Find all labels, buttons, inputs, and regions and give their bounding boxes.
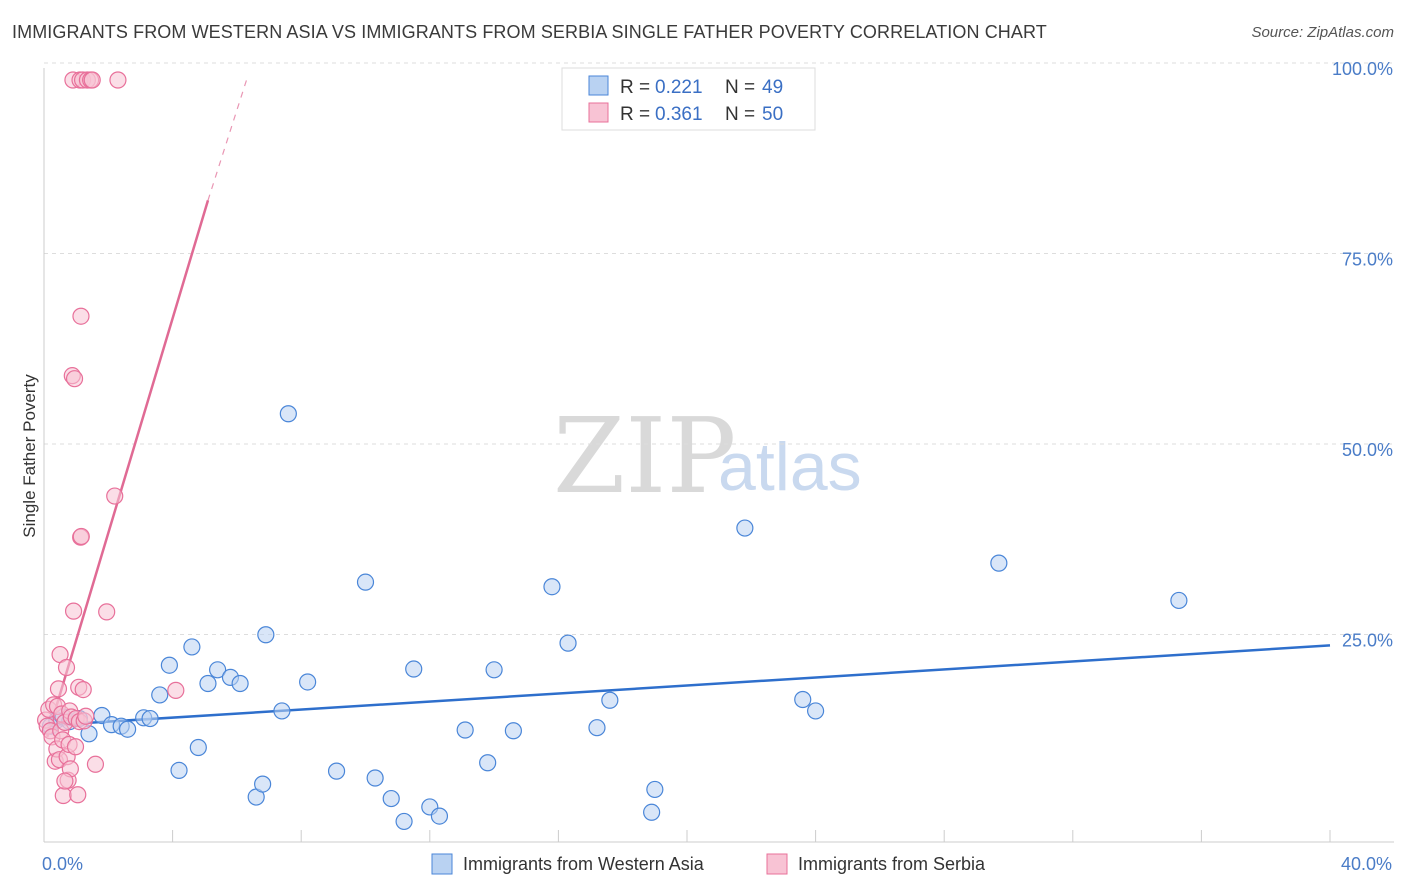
stats-legend-r-value-pink: 0.361 xyxy=(655,104,703,125)
stats-legend-n-value-pink: 50 xyxy=(762,104,783,125)
serbia-point-39 xyxy=(77,707,95,725)
western-asia-point-27 xyxy=(327,762,346,780)
trend-lines xyxy=(46,79,1331,738)
y-tick-label-25: 25.0% xyxy=(1342,631,1393,651)
stats-legend-r-value-blue: 0.221 xyxy=(655,77,703,98)
western-asia-point-13 xyxy=(160,656,178,674)
western-asia-point-43 xyxy=(643,803,661,821)
western-asia-point-31 xyxy=(395,812,413,831)
western-asia-point-41 xyxy=(588,719,606,737)
x-axis-ticks xyxy=(172,830,1331,842)
western-asia-point-32 xyxy=(405,660,423,678)
y-axis-label: Single Father Poverty xyxy=(20,374,39,538)
x-tick-label-max: 40.0% xyxy=(1341,854,1392,874)
series-serbia-points xyxy=(37,71,185,805)
serbia-point-27 xyxy=(65,370,84,388)
western-asia-point-25 xyxy=(279,405,297,423)
stats-legend-n-label-blue: N = xyxy=(725,77,760,98)
western-asia-point-23 xyxy=(257,626,275,644)
trend-line-western-asia xyxy=(47,644,1331,727)
serbia-point-37 xyxy=(74,680,92,699)
western-asia-point-38 xyxy=(504,722,522,740)
western-asia-point-28 xyxy=(356,573,375,591)
stats-legend-r-label-pink: R = xyxy=(620,104,655,125)
western-asia-point-18 xyxy=(209,661,227,679)
western-asia-point-14 xyxy=(170,761,188,779)
trend-line-serbia xyxy=(46,200,210,738)
serbia-point-43 xyxy=(83,71,101,89)
western-asia-point-17 xyxy=(199,674,217,693)
stats-legend-n-label-pink: N = xyxy=(725,104,760,125)
watermark-zip: ZIP xyxy=(553,395,736,517)
western-asia-point-40 xyxy=(559,634,577,652)
serbia-point-47 xyxy=(109,71,127,89)
western-asia-point-42 xyxy=(601,691,619,709)
serbia-point-26 xyxy=(64,602,83,620)
serbia-point-15 xyxy=(54,786,72,805)
western-asia-point-47 xyxy=(806,702,825,720)
western-asia-point-39 xyxy=(543,578,561,596)
stats-legend-n-value-blue: 49 xyxy=(762,77,783,98)
source-credit: Source: ZipAtlas.com xyxy=(1251,24,1394,41)
western-asia-point-20 xyxy=(231,674,249,693)
serbia-point-28 xyxy=(66,738,85,756)
western-asia-point-36 xyxy=(479,754,497,772)
stats-legend-swatch-pink xyxy=(588,102,609,123)
serbia-point-48 xyxy=(167,681,185,699)
stats-legend-r-label-blue: R = xyxy=(620,77,655,98)
western-asia-point-22 xyxy=(254,775,272,793)
western-asia-point-15 xyxy=(183,638,201,656)
serbia-point-44 xyxy=(86,755,105,773)
western-asia-point-46 xyxy=(794,690,812,709)
serbia-point-46 xyxy=(106,487,124,505)
y-tick-label-100: 100.0% xyxy=(1332,59,1393,79)
western-asia-point-48 xyxy=(990,554,1008,572)
serbia-point-35 xyxy=(72,527,90,546)
western-asia-point-37 xyxy=(485,661,503,679)
series-legend-label-western-asia: Immigrants from Western Asia xyxy=(463,854,705,874)
serbia-point-9 xyxy=(49,680,68,698)
stats-legend-swatch-blue xyxy=(588,75,609,96)
western-asia-point-35 xyxy=(456,721,474,739)
western-asia-point-12 xyxy=(151,686,169,704)
western-asia-point-24 xyxy=(273,702,291,720)
chart-title: IMMIGRANTS FROM WESTERN ASIA VS IMMIGRAN… xyxy=(12,22,1047,42)
trend-line-serbia-extension xyxy=(207,79,248,201)
western-asia-point-16 xyxy=(189,738,207,757)
serbia-point-17 xyxy=(57,658,76,677)
western-asia-point-45 xyxy=(736,519,754,537)
western-asia-point-11 xyxy=(141,709,159,728)
series-legend: Immigrants from Western Asia Immigrants … xyxy=(431,853,986,875)
western-asia-point-30 xyxy=(382,789,400,808)
series-legend-swatch-western-asia xyxy=(431,853,453,875)
stats-legend: R = 0.221 N = 49 R = 0.361 N = 50 xyxy=(561,67,816,131)
watermark-atlas: atlas xyxy=(718,429,862,505)
western-asia-point-26 xyxy=(299,673,317,691)
series-legend-swatch-serbia xyxy=(766,853,788,875)
serbia-point-45 xyxy=(98,603,116,621)
serbia-point-49 xyxy=(56,772,74,790)
x-tick-label-min: 0.0% xyxy=(42,854,83,874)
y-tick-label-75: 75.0% xyxy=(1342,250,1393,270)
gridlines xyxy=(44,62,1394,635)
series-legend-label-serbia: Immigrants from Serbia xyxy=(798,854,986,874)
western-asia-point-44 xyxy=(646,780,664,799)
y-axis-tick-labels: 25.0% 50.0% 75.0% 100.0% xyxy=(1332,59,1393,651)
western-asia-point-29 xyxy=(366,769,384,787)
western-asia-point-34 xyxy=(430,807,449,825)
western-asia-point-49 xyxy=(1170,591,1188,610)
serbia-point-30 xyxy=(69,786,87,804)
western-asia-point-9 xyxy=(118,720,137,738)
y-tick-label-50: 50.0% xyxy=(1342,440,1393,460)
serbia-point-40 xyxy=(72,307,90,325)
